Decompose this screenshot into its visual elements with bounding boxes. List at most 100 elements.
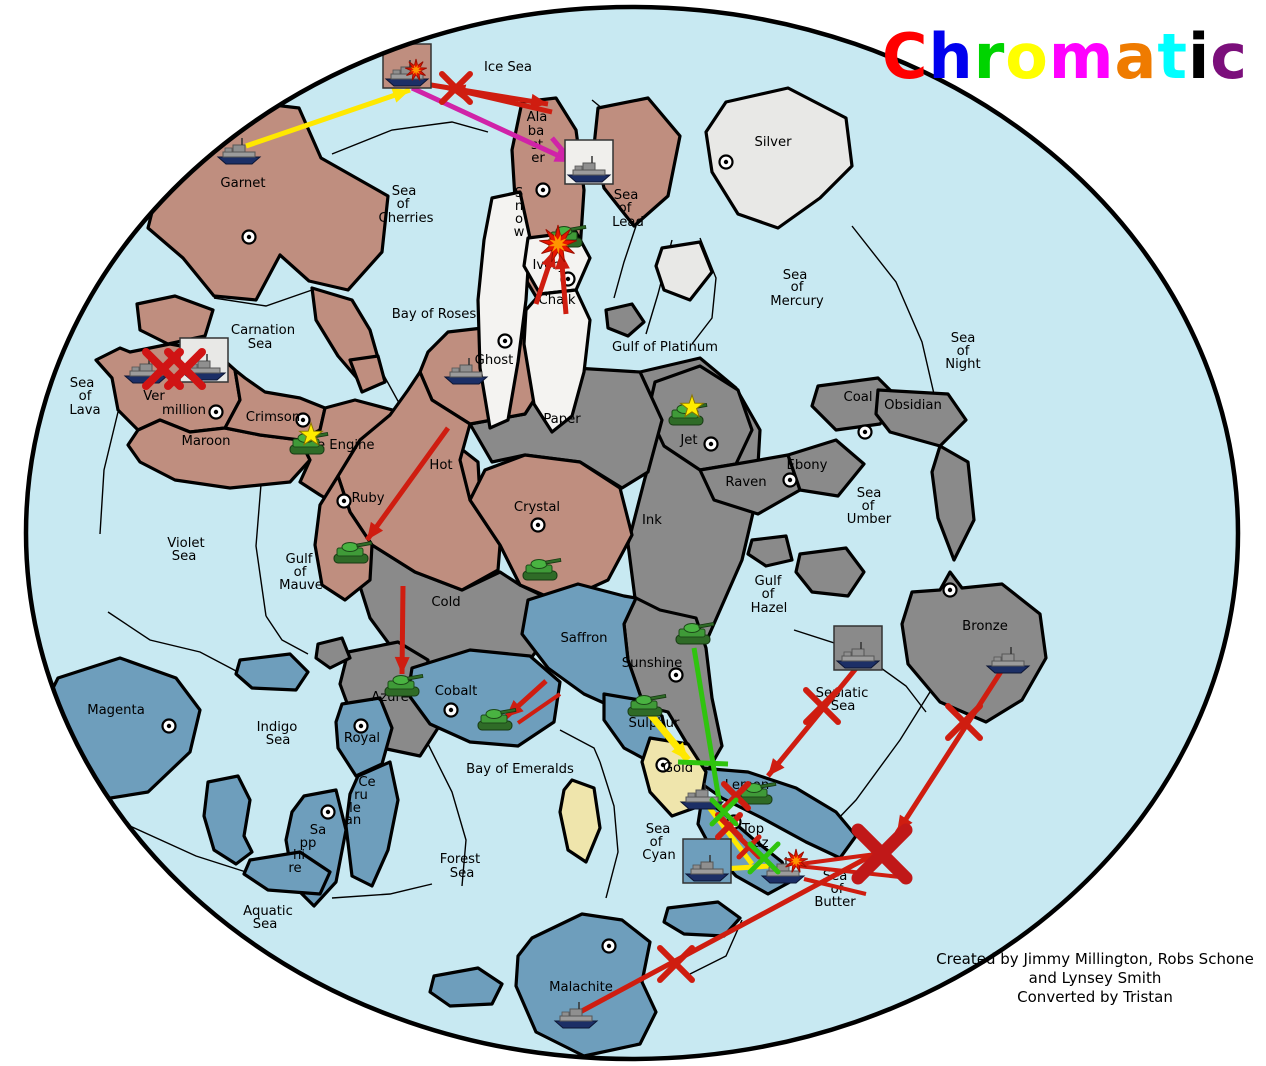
map-label: Bay of Roses bbox=[392, 307, 477, 322]
territory-chalk[interactable] bbox=[522, 288, 592, 434]
territory-ebony[interactable] bbox=[786, 438, 866, 498]
map-label: Cherries bbox=[379, 211, 434, 226]
territory-hot[interactable] bbox=[336, 370, 502, 592]
map-label: Saffron bbox=[560, 631, 607, 646]
failed-move-x-icon bbox=[721, 781, 751, 811]
army-unit[interactable] bbox=[384, 673, 424, 697]
map-label: of bbox=[957, 344, 970, 359]
territory-umber-islet-1[interactable] bbox=[746, 534, 794, 568]
territory-ruby[interactable] bbox=[313, 474, 374, 602]
supply-center bbox=[208, 404, 224, 420]
territory-sapphire-foot[interactable] bbox=[242, 850, 332, 896]
map-label: Bay of Emeralds bbox=[466, 762, 574, 777]
map-label: Cold bbox=[431, 595, 460, 610]
army-unit[interactable] bbox=[675, 621, 715, 645]
map-label: Crystal bbox=[514, 500, 560, 515]
map-label: Sea bbox=[614, 188, 639, 203]
fleet-unit[interactable] bbox=[216, 138, 262, 165]
army-unit[interactable] bbox=[333, 540, 373, 564]
map-label: Hot bbox=[429, 458, 452, 473]
map-label: Ghost bbox=[475, 353, 514, 368]
failed-move-x-icon bbox=[747, 841, 781, 875]
army-unit[interactable] bbox=[522, 557, 562, 581]
map-label: re bbox=[288, 861, 301, 876]
map-label: Garnet bbox=[220, 176, 265, 191]
territory-carnation-isle-a[interactable] bbox=[135, 294, 215, 346]
territory-indigo-isle[interactable] bbox=[234, 652, 310, 692]
territory-platinum-islet[interactable] bbox=[604, 302, 646, 338]
army-unit[interactable] bbox=[477, 707, 517, 731]
map-label: Ice Sea bbox=[484, 60, 532, 75]
map-label: Gulf bbox=[755, 574, 782, 589]
map-label: of bbox=[294, 565, 307, 580]
territory-west-isle[interactable] bbox=[428, 966, 504, 1008]
map-label: Lead bbox=[612, 215, 644, 230]
fleet-unit[interactable] bbox=[179, 337, 229, 383]
failed-move-x-icon bbox=[736, 834, 762, 860]
fleet-unit[interactable] bbox=[553, 1002, 599, 1029]
order-arrowhead bbox=[367, 521, 384, 540]
map-label: Mauve bbox=[279, 578, 323, 593]
territory-cerulean[interactable] bbox=[344, 760, 400, 888]
territory-bronze[interactable] bbox=[900, 570, 1048, 724]
order-line bbox=[799, 852, 877, 866]
fleet-unit[interactable] bbox=[382, 43, 432, 89]
territory-silver-sw[interactable] bbox=[654, 240, 714, 302]
territory-azure-islet[interactable] bbox=[314, 636, 352, 670]
sea-border bbox=[559, 729, 601, 763]
order-line bbox=[677, 759, 729, 767]
world-outline bbox=[23, 4, 1241, 1062]
map-label: Ink bbox=[642, 513, 662, 528]
territory-carnation-isle-c[interactable] bbox=[348, 354, 387, 394]
map-label: Cyan bbox=[642, 848, 675, 863]
map-label: Sea bbox=[70, 376, 95, 391]
map-label: Sea bbox=[857, 486, 882, 501]
fleet-unit[interactable] bbox=[985, 647, 1031, 674]
territory-emerald-isle[interactable] bbox=[558, 778, 602, 864]
army-unit[interactable] bbox=[627, 693, 667, 717]
order-line bbox=[766, 664, 860, 778]
fleet-unit[interactable] bbox=[833, 625, 883, 671]
supply-center bbox=[718, 154, 734, 170]
map-label: of bbox=[762, 587, 775, 602]
map-label: Top bbox=[741, 822, 764, 837]
fleet-unit[interactable] bbox=[682, 838, 732, 884]
order-line bbox=[803, 877, 867, 896]
map-label: Forest bbox=[440, 852, 480, 867]
map-label: Indigo bbox=[257, 720, 298, 735]
map-label: le bbox=[349, 801, 361, 816]
order-line bbox=[245, 87, 411, 149]
fleet-unit[interactable] bbox=[564, 139, 614, 185]
failed-move-x-icon bbox=[709, 797, 739, 827]
supply-center bbox=[353, 718, 369, 734]
title-letter: o bbox=[1005, 20, 1049, 93]
map-label: Chalk bbox=[539, 293, 576, 308]
territory-obsidian-arm[interactable] bbox=[930, 444, 976, 562]
fleet-unit[interactable] bbox=[443, 358, 489, 385]
supply-center bbox=[161, 718, 177, 734]
map-label: Gulf of Platinum bbox=[612, 340, 718, 355]
map-label: Lava bbox=[69, 403, 100, 418]
failed-move-x-icon bbox=[164, 348, 206, 390]
map-label: o bbox=[515, 212, 523, 227]
territory-umber-islet-2[interactable] bbox=[794, 546, 866, 598]
order-line bbox=[691, 647, 723, 807]
map-label: Obsidian bbox=[884, 398, 942, 413]
map-label: Ver bbox=[143, 389, 165, 404]
territory-silver[interactable] bbox=[704, 86, 854, 230]
map-label: Jet bbox=[679, 433, 697, 448]
territory-saffron[interactable] bbox=[520, 582, 646, 714]
territory-indigo-isle-2[interactable] bbox=[202, 774, 254, 866]
supply-center bbox=[295, 412, 311, 428]
sea-border bbox=[107, 611, 239, 673]
supply-center bbox=[703, 436, 719, 452]
map-label: Bronze bbox=[962, 619, 1008, 634]
territory-malachite[interactable] bbox=[514, 912, 658, 1058]
territory-snow[interactable] bbox=[476, 190, 532, 430]
map-label: an bbox=[345, 813, 361, 828]
supply-center bbox=[241, 229, 257, 245]
failed-move-x-icon bbox=[945, 703, 983, 741]
army-unit[interactable] bbox=[737, 781, 777, 805]
map-label: Paper bbox=[543, 412, 581, 427]
